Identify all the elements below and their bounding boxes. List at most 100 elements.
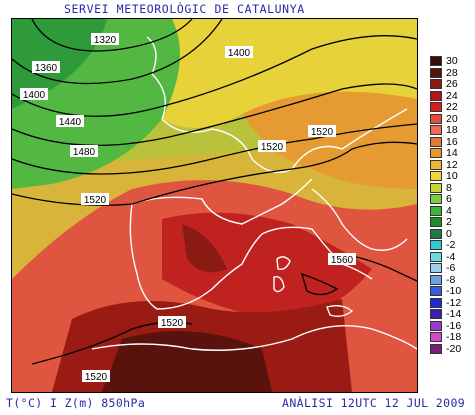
contour-label: 1520 — [161, 318, 184, 329]
contour-label-box — [32, 61, 60, 73]
contour-label-box — [81, 193, 109, 205]
island-corsica — [276, 256, 291, 271]
contour-1400 — [12, 35, 417, 117]
contour-label: 1520 — [311, 127, 334, 138]
contour-1440 — [12, 83, 417, 146]
contour-label-box — [308, 125, 336, 137]
legend-label: -20 — [446, 342, 462, 355]
coast-africa — [91, 325, 417, 351]
legend-label: 8 — [446, 181, 452, 194]
legend-swatch — [430, 90, 442, 101]
legend-swatch — [430, 332, 442, 342]
legend-swatch — [430, 309, 442, 319]
legend-label: 14 — [446, 147, 458, 159]
legend-swatch — [430, 263, 442, 273]
footer-variable-label: T(°C) I Z(m) 850hPa — [6, 396, 146, 410]
legend-label: -2 — [446, 239, 456, 251]
legend-label: 22 — [446, 101, 458, 113]
legend-label: 10 — [446, 170, 458, 182]
legend-label: -18 — [446, 331, 462, 343]
contour-label-box — [91, 33, 119, 45]
legend-label: 26 — [446, 78, 458, 90]
temperature-legend: 30 28 26 24 22 20 18 16 14 12 10 8 6 4 2 0 -2 -4 -6 -8 -10 -1… — [430, 56, 475, 356]
legend-swatch — [430, 102, 442, 112]
legend-swatch — [430, 79, 442, 89]
legend-swatch — [430, 125, 442, 135]
legend-swatch — [430, 148, 442, 158]
contour-label-box — [258, 140, 286, 152]
legend-label: -10 — [446, 285, 462, 297]
contour-label-box — [158, 316, 186, 328]
contour-label: 1400 — [228, 48, 251, 59]
legend-swatch — [430, 343, 442, 354]
legend-label: -16 — [446, 319, 462, 332]
legend-label: -8 — [446, 273, 456, 286]
legend-label: 16 — [446, 135, 458, 148]
coast-italy — [311, 188, 408, 251]
coast-iberia — [129, 203, 263, 310]
contour-label: 1440 — [59, 117, 82, 128]
legend-swatch — [430, 159, 442, 170]
legend-swatch — [430, 56, 442, 66]
coast-biscay — [131, 178, 313, 225]
iberia-hot-core — [182, 224, 227, 273]
map-title: SERVEI METEOROLÒGIC DE CATALUNYA — [64, 2, 305, 16]
contour-1480 — [12, 123, 417, 175]
contour-label-box — [20, 88, 48, 100]
legend-label: 18 — [446, 124, 458, 136]
legend-swatch — [430, 240, 442, 250]
contour-label: 1560 — [331, 255, 354, 266]
contour-label: 1320 — [94, 35, 117, 46]
legend-label: 30 — [446, 55, 458, 67]
legend-label: 4 — [446, 204, 452, 217]
legend-label: 0 — [446, 227, 452, 240]
contour-1320 — [31, 19, 193, 52]
contour-label: 1360 — [35, 63, 58, 74]
legend-swatch — [430, 182, 442, 193]
island-sicily — [326, 304, 354, 318]
legend-swatch — [430, 217, 442, 227]
contour-label: 1520 — [261, 142, 284, 153]
contour-1360 — [12, 19, 223, 85]
legend-label: 20 — [446, 112, 458, 125]
contour-label-box — [328, 253, 356, 265]
contour-label: 1480 — [73, 147, 96, 158]
legend-swatch — [430, 228, 442, 239]
contour-label-box — [82, 370, 110, 382]
contour-label: 1520 — [84, 195, 107, 206]
island-sardinia — [273, 276, 285, 293]
legend-label: 28 — [446, 66, 458, 79]
legend-label: -4 — [446, 250, 456, 263]
legend-swatch — [430, 251, 442, 262]
contour-closed-med — [301, 272, 339, 296]
contour-label: 1400 — [23, 90, 46, 101]
band-orange — [242, 91, 417, 189]
contour-label-box — [56, 115, 84, 127]
legend-swatch — [430, 205, 442, 216]
legend-label: 24 — [446, 89, 458, 102]
legend-label: 2 — [446, 216, 452, 228]
coastlines — [91, 36, 417, 351]
legend-label: 12 — [446, 158, 458, 171]
coast-britain — [146, 36, 213, 133]
coast-mediterranean — [261, 226, 373, 280]
contour-label: 1520 — [85, 372, 108, 383]
legend-swatch — [430, 286, 442, 296]
legend-swatch — [430, 171, 442, 181]
contour-label-box — [70, 145, 98, 157]
legend-label: -12 — [446, 296, 462, 309]
legend-swatch — [430, 136, 442, 147]
legend-label: 6 — [446, 193, 452, 205]
legend-swatch — [430, 113, 442, 124]
legend-swatch — [430, 67, 442, 78]
band-maroon — [102, 331, 272, 392]
legend-label: -14 — [446, 308, 462, 320]
footer-analysis-time: ANÀLISI 12UTC 12 JUL 2009 — [282, 396, 466, 410]
legend-swatch — [430, 194, 442, 204]
legend-swatch — [430, 297, 442, 308]
legend-label: -6 — [446, 262, 456, 274]
contour-label-box — [225, 46, 253, 58]
legend-swatch — [430, 274, 442, 285]
temperature-map: 1320 1360 1400 1400 1440 1480 1520 1520 … — [11, 18, 418, 393]
legend-swatch — [430, 320, 442, 331]
